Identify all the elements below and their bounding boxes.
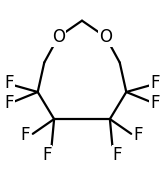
Text: F: F — [150, 74, 160, 92]
Text: F: F — [4, 74, 14, 92]
Text: O: O — [99, 28, 112, 46]
Text: O: O — [52, 28, 65, 46]
Text: F: F — [4, 94, 14, 112]
Text: F: F — [150, 94, 160, 112]
Text: F: F — [134, 126, 143, 144]
Text: F: F — [42, 146, 51, 164]
Text: F: F — [21, 126, 30, 144]
Text: F: F — [113, 146, 122, 164]
